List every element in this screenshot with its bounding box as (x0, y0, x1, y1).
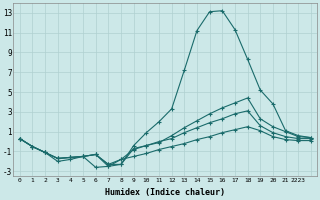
X-axis label: Humidex (Indice chaleur): Humidex (Indice chaleur) (105, 188, 225, 197)
